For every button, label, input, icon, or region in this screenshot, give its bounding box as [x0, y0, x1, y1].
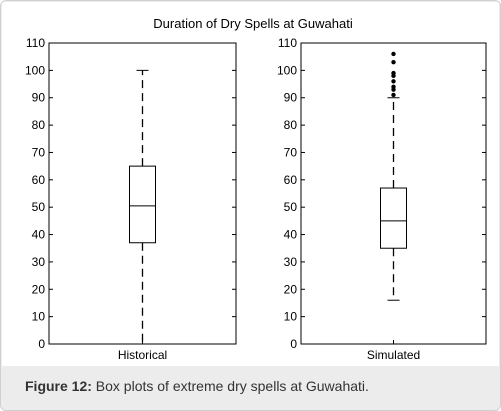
caption-text: Box plots of extreme dry spells at Guwah… [91, 378, 369, 394]
panel-simulated-category-label: Simulated [367, 348, 420, 362]
panel-historical-category-label: Historical [118, 348, 167, 362]
panel-historical-ytick-label: 50 [32, 200, 46, 214]
panel-simulated-ytick-label: 100 [277, 63, 297, 77]
panel-simulated-ytick-label: 80 [284, 118, 298, 132]
caption-label: Figure 12: [25, 378, 92, 394]
panel-historical-ytick-label: 60 [32, 173, 46, 187]
panel-historical-ytick-label: 80 [32, 118, 46, 132]
panel-simulated-ytick-label: 70 [284, 145, 298, 159]
figure-caption: Figure 12: Box plots of extreme dry spel… [25, 378, 369, 394]
panel-simulated-ytick-label: 10 [284, 310, 298, 324]
panel-simulated-outlier [391, 51, 396, 57]
figure-area: Duration of Dry Spells at Guwahati 0 10 20… [2, 2, 499, 366]
panel-simulated-ytick-label: 30 [284, 255, 298, 269]
panel-simulated-ytick-label: 90 [284, 91, 298, 105]
boxplot-chart: Duration of Dry Spells at Guwahati 0 10 20… [25, 16, 487, 362]
panel-simulated-ytick-label: 20 [284, 282, 298, 296]
panel-historical-ytick-label: 90 [32, 91, 46, 105]
chart-title: Duration of Dry Spells at Guwahati [153, 16, 353, 31]
panel-historical-ytick-label: 10 [32, 310, 46, 324]
panel-simulated-ytick-label: 50 [284, 200, 298, 214]
panel-simulated-ytick-label: 60 [284, 173, 298, 187]
panel-simulated-ytick-label: 0 [290, 337, 297, 351]
panel-historical-ytick-label: 110 [26, 36, 45, 50]
panel-historical-ytick-label: 40 [32, 228, 46, 242]
panel-simulated-outlier [391, 84, 396, 89]
panel-historical-ytick-label: 70 [32, 145, 46, 159]
panel-historical-ytick-label: 0 [38, 337, 45, 351]
panel-simulated-ytick-label: 110 [278, 36, 297, 50]
panel-historical-ytick-label: 100 [25, 63, 45, 77]
panel-historical-ytick-label: 20 [32, 282, 46, 296]
panel-historical-ytick-label: 30 [32, 255, 46, 269]
panel-simulated-outlier [391, 59, 396, 65]
panel-simulated-ytick-label: 40 [284, 228, 298, 242]
panel-simulated-outlier [391, 79, 396, 84]
panel-simulated-outlier [391, 92, 396, 98]
panel-simulated-outlier [391, 70, 396, 76]
panel-simulated-box [380, 187, 407, 249]
panel-historical-box [129, 165, 156, 244]
